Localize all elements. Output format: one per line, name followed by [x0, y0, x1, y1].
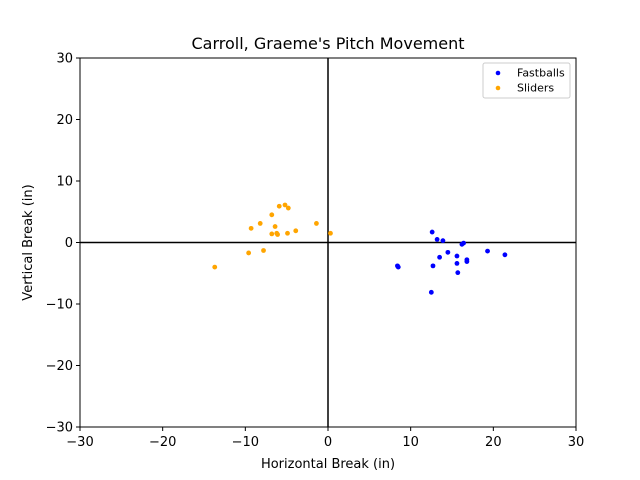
y-axis-ticks: −30 −20 −10 0 10 20 30: [46, 52, 80, 436]
legend-box: [482, 62, 571, 99]
point-fastballs: [485, 248, 490, 254]
point-sliders: [275, 232, 280, 237]
point-sliders: [257, 221, 263, 226]
x-tick-label: 30: [568, 435, 585, 450]
point-sliders: [328, 230, 333, 236]
x-tick-label: −30: [66, 435, 93, 450]
point-fastballs: [454, 261, 460, 266]
x-axis-label: Horizontal Break (in): [261, 457, 395, 472]
point-sliders: [261, 248, 266, 253]
data-points: [212, 202, 508, 295]
chart-title: Carroll, Graeme's Pitch Movement: [191, 34, 464, 53]
point-sliders: [314, 221, 319, 226]
point-sliders: [269, 212, 275, 218]
point-sliders: [285, 205, 291, 211]
y-tick-label: 10: [56, 175, 73, 190]
legend-label-fastballs: Fastballs: [517, 67, 565, 80]
legend-marker-sliders: [495, 85, 501, 91]
point-fastballs: [454, 253, 460, 259]
x-tick-label: 20: [485, 435, 502, 450]
y-tick-label: −30: [46, 421, 73, 436]
y-tick-label: 0: [65, 236, 73, 251]
plot-area: [79, 57, 577, 428]
legend-label-sliders: Sliders: [517, 82, 554, 95]
x-tick-label: −10: [232, 435, 259, 450]
y-axis-label: Vertical Break (in): [21, 184, 36, 300]
y-tick-label: −10: [46, 298, 73, 313]
point-fastballs: [395, 264, 401, 270]
series-fastballs: [395, 229, 508, 295]
x-tick-label: 0: [324, 435, 332, 450]
legend: Fastballs Sliders: [482, 62, 571, 99]
point-fastballs: [459, 241, 465, 247]
point-sliders: [269, 231, 275, 237]
point-sliders: [293, 228, 299, 234]
point-sliders: [212, 264, 218, 270]
point-fastballs: [428, 289, 434, 295]
point-fastballs: [429, 229, 435, 235]
point-sliders: [246, 250, 252, 256]
point-fastballs: [455, 270, 461, 276]
y-tick-label: 20: [56, 113, 73, 128]
point-fastballs: [464, 259, 470, 264]
point-sliders: [276, 203, 282, 209]
point-fastballs: [445, 249, 451, 255]
point-sliders: [285, 230, 290, 236]
point-sliders: [248, 225, 254, 231]
legend-marker-fastballs: [495, 70, 501, 76]
point-fastballs: [430, 263, 436, 269]
point-fastballs: [434, 237, 440, 242]
point-fastballs: [502, 252, 508, 258]
series-sliders: [212, 202, 333, 270]
point-sliders: [272, 224, 278, 229]
x-tick-label: −20: [149, 435, 176, 450]
x-axis-ticks: −30 −20 −10 0 10 20 30: [66, 427, 584, 450]
x-tick-label: 10: [402, 435, 419, 450]
point-fastballs: [440, 238, 446, 244]
y-tick-label: 30: [56, 52, 73, 67]
point-fastballs: [437, 254, 442, 260]
y-tick-label: −20: [46, 359, 73, 374]
point-sliders: [282, 202, 288, 208]
zero-lines: [80, 58, 576, 427]
